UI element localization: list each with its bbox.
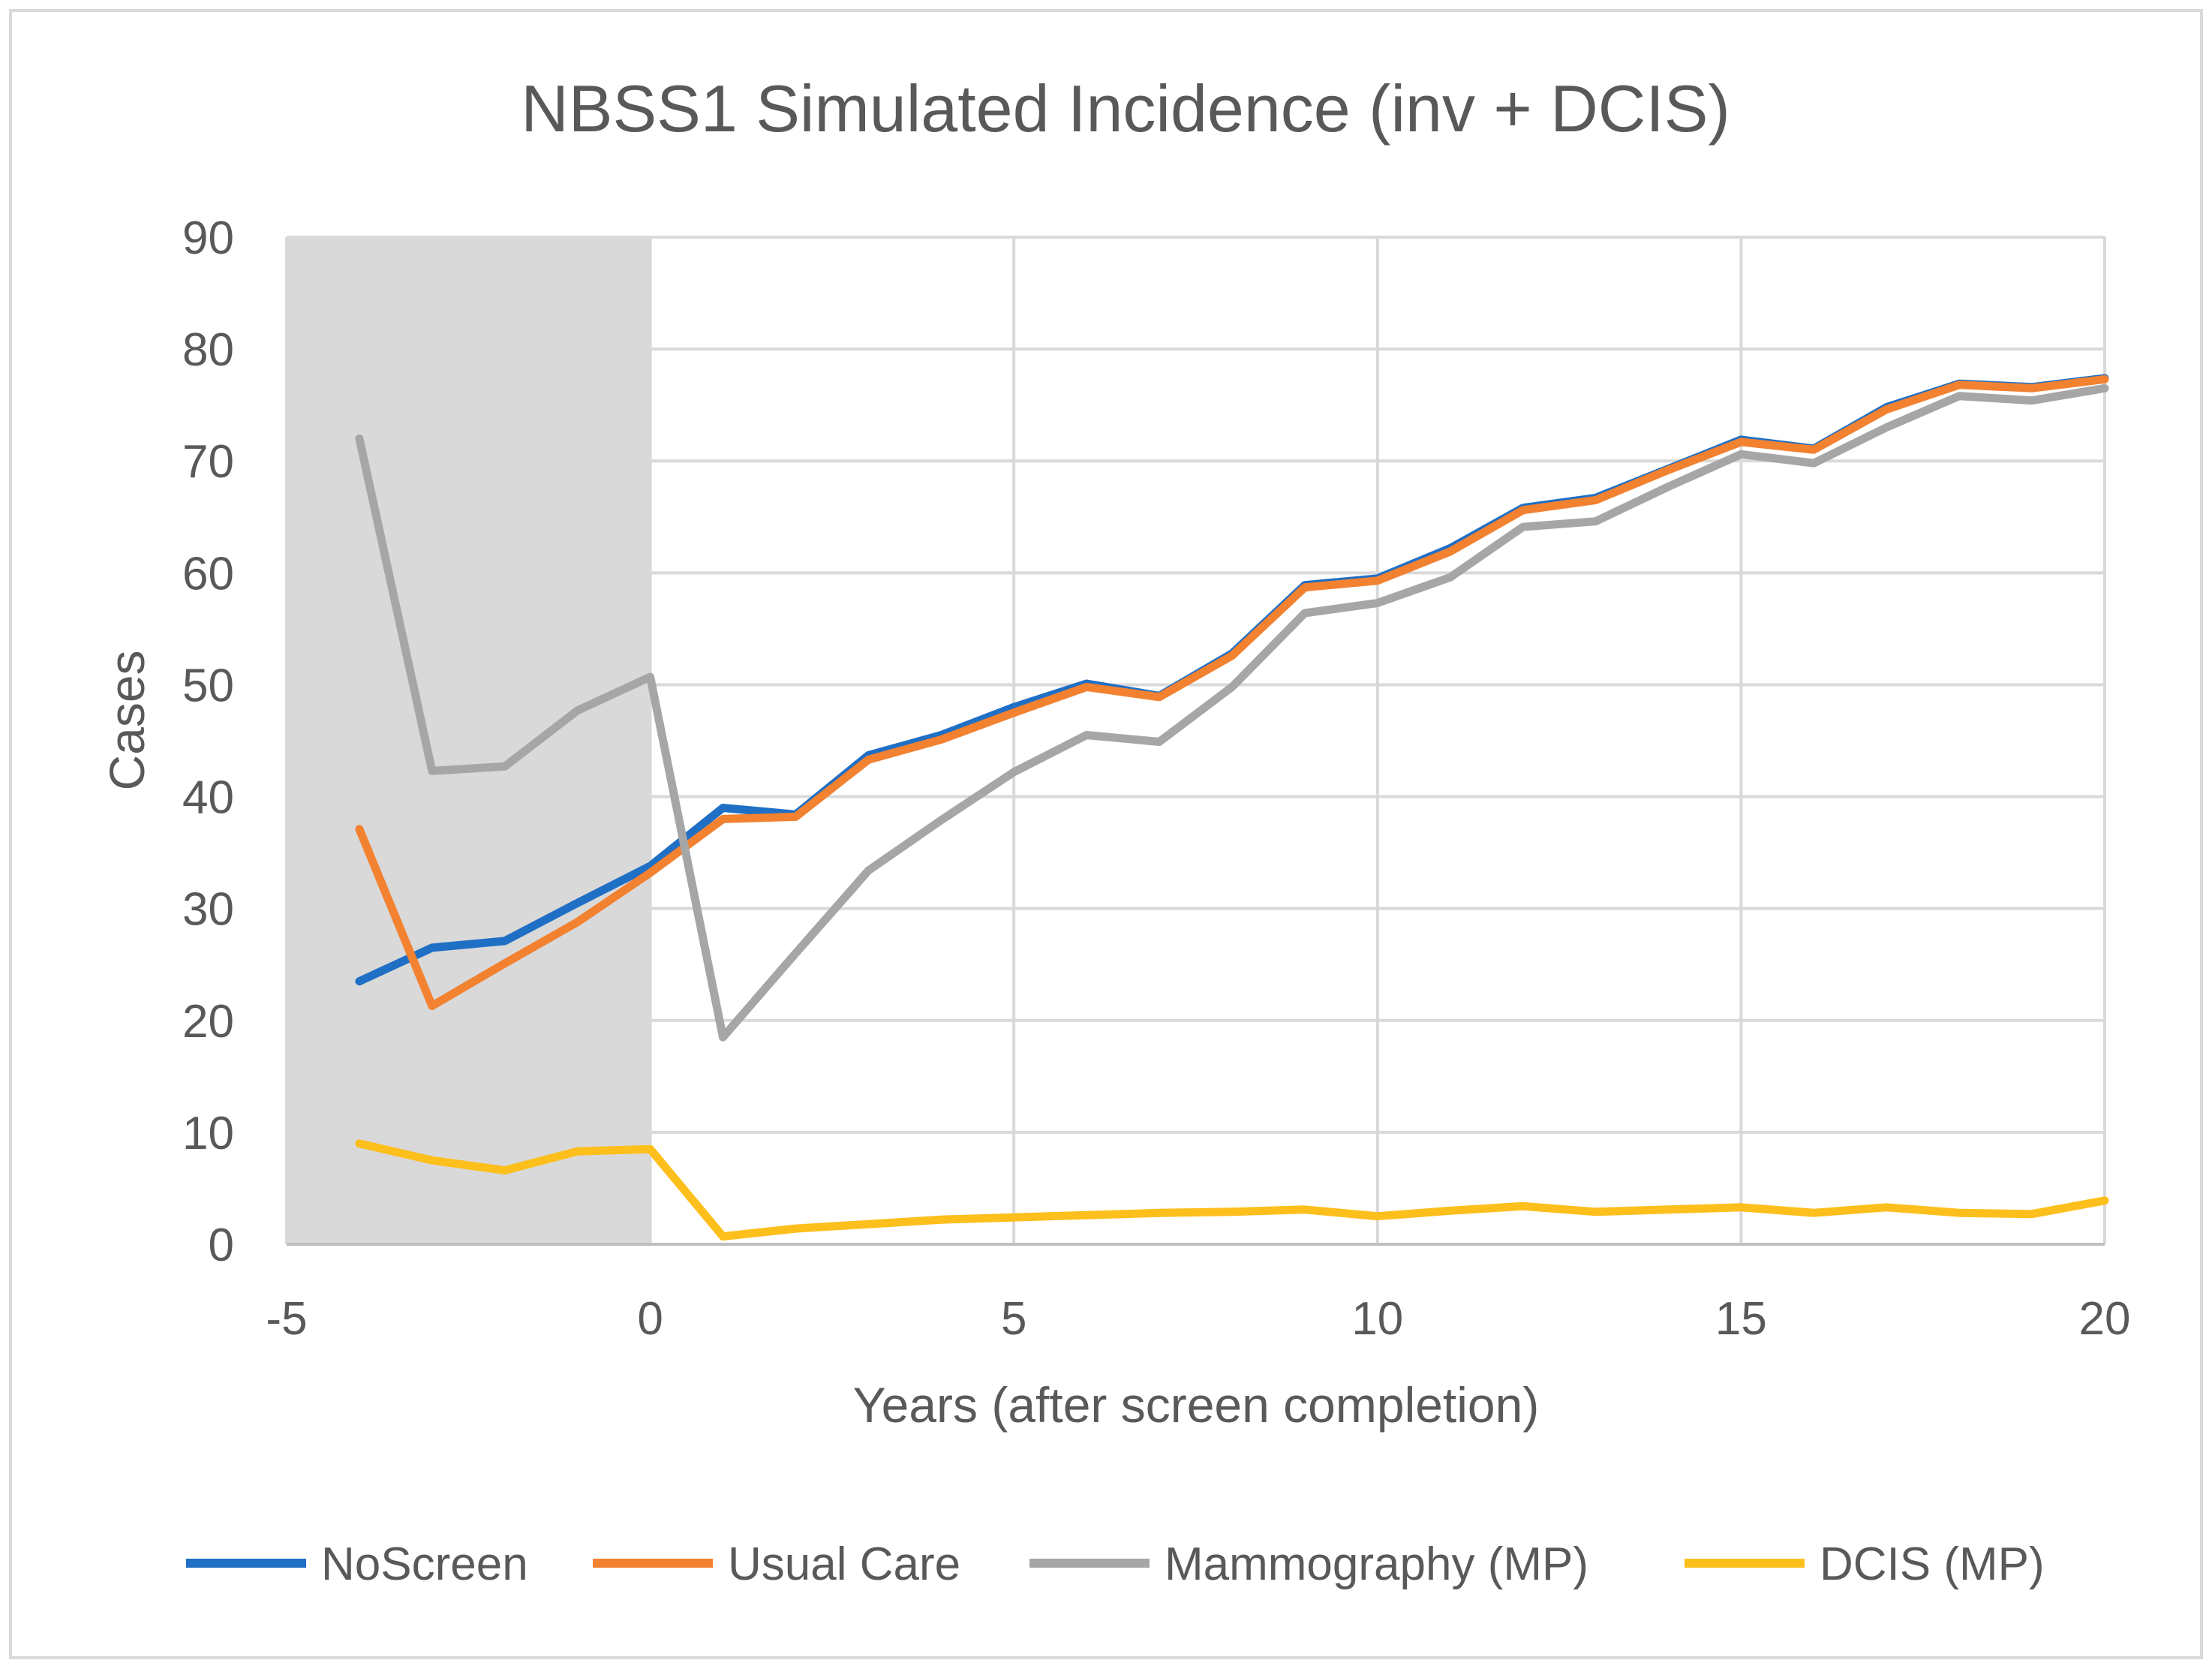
- chart-title: NBSS1 Simulated Incidence (inv + DCIS): [521, 71, 1730, 146]
- y-tick-label: 30: [182, 884, 234, 936]
- legend-label-noscreen: NoScreen: [321, 1538, 528, 1590]
- shaded-region: [287, 237, 651, 1244]
- x-tick-label: 10: [1351, 1293, 1403, 1345]
- legend-label-mammography-mp: Mammography (MP): [1165, 1538, 1588, 1590]
- y-axis-label: Cases: [99, 650, 155, 790]
- y-tick-label: 10: [182, 1108, 234, 1159]
- series-line-dcis-mp: [355, 1139, 2109, 1241]
- series-line-usual-care: [355, 374, 2109, 1010]
- y-tick-label: 40: [182, 772, 234, 824]
- x-tick-label: -5: [266, 1293, 307, 1345]
- legend-label-dcis-mp: DCIS (MP): [1820, 1538, 2045, 1590]
- y-tick-label: 20: [182, 996, 234, 1048]
- legend-label-usual-care: Usual Care: [728, 1538, 960, 1590]
- y-tick-label: 80: [182, 324, 234, 376]
- y-tick-label: 0: [209, 1219, 234, 1271]
- x-tick-label: 20: [2079, 1293, 2131, 1345]
- y-tick-label: 60: [182, 548, 234, 600]
- series-line-mammography-mp: [355, 383, 2109, 1042]
- x-tick-label: 15: [1715, 1293, 1767, 1345]
- x-tick-label: 0: [637, 1293, 663, 1345]
- y-tick-label: 90: [182, 212, 234, 264]
- legend: NoScreen Usual Care Mammography (MP) DCIS (…: [186, 1538, 2045, 1590]
- x-axis-label: Years (after screen completion): [853, 1377, 1540, 1433]
- x-tick-label: 5: [1001, 1293, 1026, 1345]
- y-tick-label: 70: [182, 436, 234, 488]
- y-tick-label: 50: [182, 660, 234, 711]
